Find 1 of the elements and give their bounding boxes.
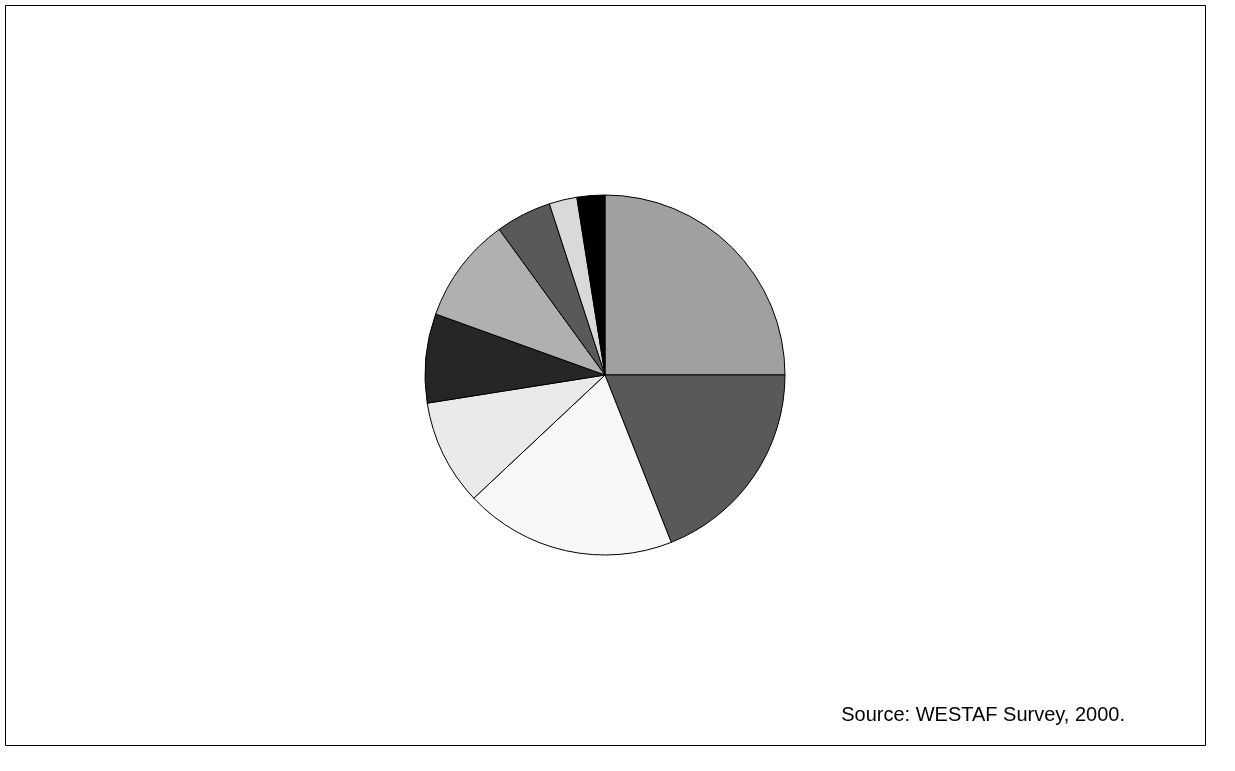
source-note: Source: WESTAF Survey, 2000. [841,703,1125,725]
